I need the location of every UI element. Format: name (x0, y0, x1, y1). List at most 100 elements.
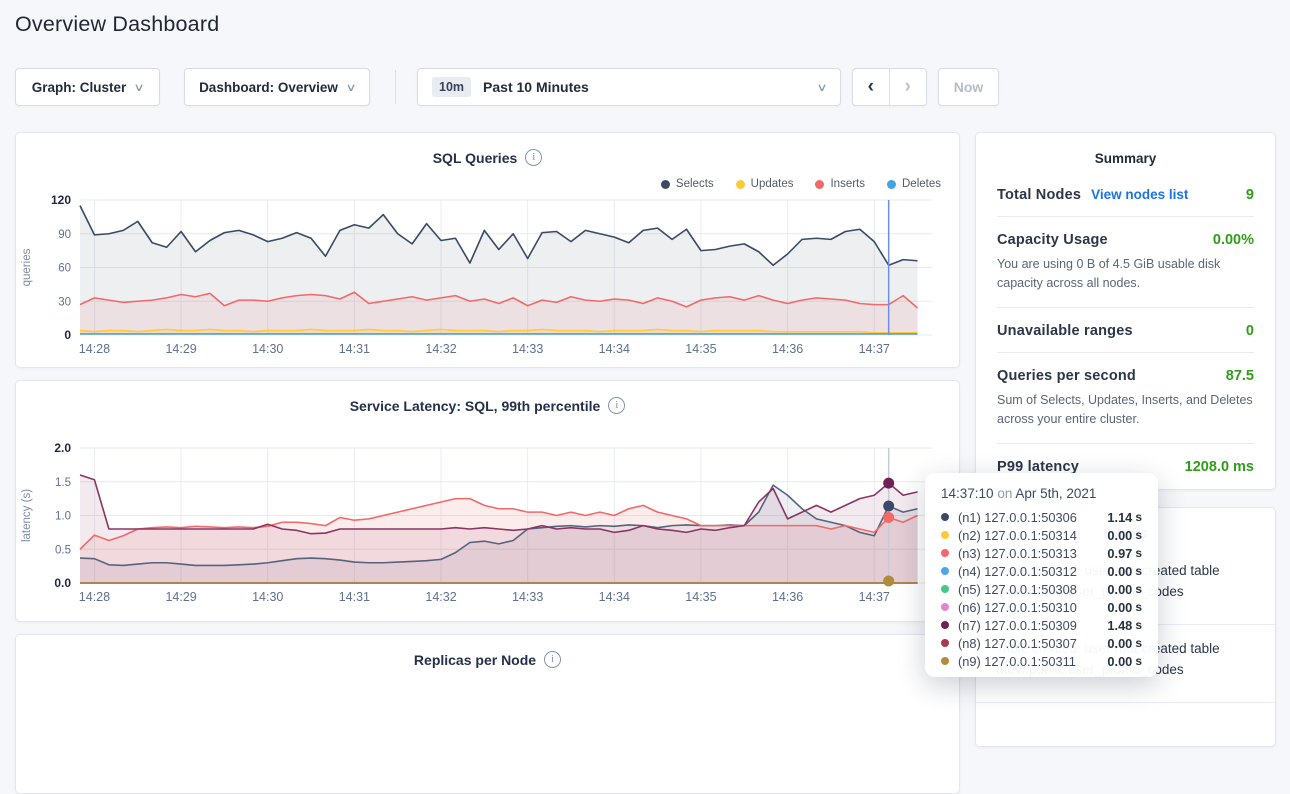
svg-text:14:28: 14:28 (79, 590, 110, 604)
svg-text:1.0: 1.0 (55, 511, 71, 523)
chevron-down-icon: ∨ (134, 81, 145, 94)
node-latency-unit: s (1135, 510, 1142, 524)
node-color-dot (941, 657, 949, 665)
sql-queries-legend: Selects Updates Inserts Deletes (661, 178, 941, 190)
chart-title-replicas-per-node: Replicas per Node (414, 652, 536, 668)
node-latency-value: 0.00 (1107, 600, 1132, 615)
tooltip-time: 14:37:10 (941, 486, 994, 501)
summary-label: Total Nodes (997, 187, 1081, 203)
svg-text:90: 90 (58, 229, 71, 241)
chevron-left-icon: ‹ (868, 76, 874, 98)
now-button[interactable]: Now (938, 68, 999, 106)
node-latency-unit: s (1135, 546, 1142, 560)
svg-text:14:31: 14:31 (339, 590, 370, 604)
node-latency-value: 0.00 (1107, 654, 1132, 669)
tooltip-node-row: (n1) 127.0.0.1:50306 1.14 s (941, 508, 1142, 526)
legend-item-inserts: Inserts (815, 178, 865, 190)
summary-value: 87.5 (1226, 368, 1254, 384)
svg-text:14:36: 14:36 (772, 342, 803, 356)
node-color-dot (941, 531, 949, 539)
summary-value: 1208.0 ms (1185, 459, 1254, 475)
time-range-badge: 10m (432, 77, 471, 97)
svg-text:queries: queries (21, 248, 33, 286)
node-color-dot (941, 621, 949, 629)
tooltip-node-row: (n4) 127.0.0.1:50312 0.00 s (941, 562, 1142, 580)
tooltip-date: Apr 5th, 2021 (1015, 486, 1096, 501)
svg-text:120: 120 (51, 193, 71, 207)
node-color-dot (941, 549, 949, 557)
svg-text:0: 0 (64, 328, 71, 342)
legend-label: Inserts (830, 178, 865, 190)
summary-row-total-nodes: Total Nodes View nodes list 9 (997, 172, 1254, 217)
node-address: (n8) 127.0.0.1:50307 (958, 636, 1107, 651)
summary-value: 0 (1246, 323, 1254, 339)
graph-dropdown[interactable]: Graph: Cluster ∨ (15, 68, 160, 106)
node-latency-unit: s (1135, 636, 1142, 650)
chevron-right-icon: › (905, 76, 911, 98)
summary-label: Queries per second (997, 368, 1136, 384)
toolbar-divider (395, 70, 396, 104)
svg-text:30: 30 (58, 296, 71, 308)
node-address: (n2) 127.0.0.1:50314 (958, 528, 1107, 543)
legend-item-updates: Updates (736, 178, 794, 190)
sql-queries-chart[interactable]: 030609012014:2814:2914:3014:3114:3214:33… (16, 192, 946, 360)
legend-dot (736, 180, 745, 189)
node-address: (n3) 127.0.0.1:50313 (958, 546, 1107, 561)
node-latency-value: 0.00 (1107, 528, 1132, 543)
svg-text:14:31: 14:31 (339, 342, 370, 356)
tooltip-node-row: (n6) 127.0.0.1:50310 0.00 s (941, 598, 1142, 616)
node-color-dot (941, 603, 949, 611)
tooltip-node-row: (n5) 127.0.0.1:50308 0.00 s (941, 580, 1142, 598)
prev-time-button[interactable]: ‹ (853, 69, 890, 105)
dashboard-dropdown[interactable]: Dashboard: Overview ∨ (184, 68, 370, 106)
node-latency-value: 0.00 (1107, 636, 1132, 651)
svg-text:60: 60 (58, 263, 71, 275)
tooltip-node-row: (n2) 127.0.0.1:50314 0.00 s (941, 526, 1142, 544)
node-address: (n6) 127.0.0.1:50310 (958, 600, 1107, 615)
legend-dot (661, 180, 670, 189)
next-time-button[interactable]: › (890, 69, 927, 105)
legend-item-deletes: Deletes (887, 178, 941, 190)
node-latency-value: 0.00 (1107, 582, 1132, 597)
dashboard-dropdown-label: Dashboard: Overview (199, 80, 338, 95)
summary-row-capacity-usage: Capacity Usage 0.00% You are using 0 B o… (997, 217, 1254, 308)
svg-text:14:32: 14:32 (425, 342, 456, 356)
overview-dashboard-page: Overview Dashboard Graph: Cluster ∨ Dash… (0, 0, 1290, 689)
chart-title-service-latency: Service Latency: SQL, 99th percentile (350, 398, 601, 414)
svg-text:14:36: 14:36 (772, 590, 803, 604)
node-latency-unit: s (1135, 600, 1142, 614)
node-latency-unit: s (1135, 564, 1142, 578)
svg-text:14:30: 14:30 (252, 342, 283, 356)
summary-value: 0.00% (1213, 232, 1254, 248)
summary-panel: Summary Total Nodes View nodes list 9 Ca… (975, 132, 1276, 490)
tooltip-node-row: (n3) 127.0.0.1:50313 0.97 s (941, 544, 1142, 562)
svg-text:0.0: 0.0 (54, 576, 71, 590)
service-latency-chart[interactable]: 0.00.51.01.52.014:2814:2914:3014:3114:32… (16, 440, 946, 608)
node-latency-unit: s (1135, 528, 1142, 542)
tooltip-node-row: (n8) 127.0.0.1:50307 0.00 s (941, 634, 1142, 652)
node-latency-unit: s (1135, 654, 1142, 668)
node-address: (n9) 127.0.0.1:50311 (958, 654, 1107, 669)
time-range-label: Past 10 Minutes (483, 79, 589, 95)
summary-note: You are using 0 B of 4.5 GiB usable disk… (997, 255, 1254, 294)
time-range-picker[interactable]: 10m Past 10 Minutes ∨ (417, 68, 841, 106)
summary-value: 9 (1246, 187, 1254, 203)
page-title: Overview Dashboard (15, 12, 219, 37)
node-color-dot (941, 567, 949, 575)
node-color-dot (941, 513, 949, 521)
node-address: (n7) 127.0.0.1:50309 (958, 618, 1107, 633)
info-icon[interactable]: i (608, 397, 625, 414)
svg-text:14:29: 14:29 (165, 590, 196, 604)
view-nodes-list-link[interactable]: View nodes list (1091, 187, 1188, 202)
node-address: (n5) 127.0.0.1:50308 (958, 582, 1107, 597)
svg-text:latency (s): latency (s) (21, 489, 33, 542)
svg-text:0.5: 0.5 (55, 544, 71, 556)
time-step-arrows: ‹ › (852, 68, 927, 106)
svg-text:14:34: 14:34 (599, 342, 630, 356)
svg-text:14:29: 14:29 (165, 342, 196, 356)
info-icon[interactable]: i (525, 149, 542, 166)
summary-label: Capacity Usage (997, 232, 1108, 248)
info-icon[interactable]: i (544, 651, 561, 668)
svg-text:14:34: 14:34 (599, 590, 630, 604)
svg-text:14:37: 14:37 (859, 342, 890, 356)
